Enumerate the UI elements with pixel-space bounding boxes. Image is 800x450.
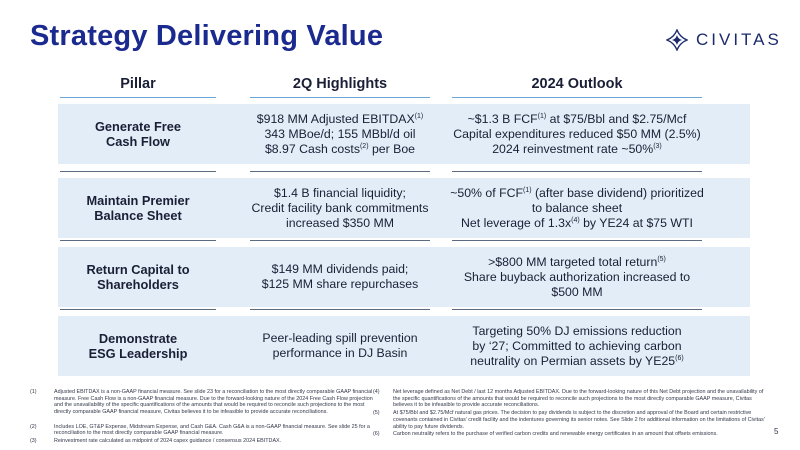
- table-row: [58, 178, 750, 238]
- footnote-number: (6): [373, 431, 380, 438]
- outlook-cell: ~$1.3 B FCF(1) at $75/Bbl and $2.75/Mcf C…: [453, 111, 701, 156]
- pillar-name: Maintain Premier Balance Sheet: [86, 193, 190, 223]
- footnote-number: (4): [373, 389, 380, 395]
- outlook-cell: Targeting 50% DJ emissions reduction by ‘…: [470, 323, 684, 368]
- civitas-logo-mark-icon: [666, 29, 688, 51]
- column-header-pillar: Pillar: [120, 76, 156, 92]
- row-separator: [60, 240, 216, 241]
- outlook-cell: ~50% of FCF(1) (after base dividend) pri…: [450, 185, 704, 230]
- slide-title: Strategy Delivering Value: [30, 20, 384, 52]
- table-row: [58, 247, 750, 307]
- row-separator: [452, 309, 702, 310]
- footnote-number: (1): [30, 389, 37, 395]
- footnote-text: Adjusted EBITDAX is a non-GAAP financial…: [54, 389, 373, 416]
- row-separator: [250, 240, 430, 241]
- header-rule-pillar: [60, 97, 216, 98]
- civitas-logo-text: CIVITAS: [696, 30, 782, 49]
- footnote-number: (3): [30, 437, 37, 444]
- pillar-name: Demonstrate ESG Leadership: [88, 331, 188, 361]
- footnote-text: Includes LOE, GT&P Expense, Midstream Ex…: [54, 423, 370, 437]
- footnote-text: Net leverage defined as Net Debt / last …: [393, 389, 764, 409]
- footnote-text: Carbon neutrality refers to the purchase…: [393, 431, 718, 438]
- highlights-cell: $1.4 B financial liquidity; Credit facili…: [251, 185, 429, 230]
- footnote-number: (5): [373, 410, 380, 417]
- table-row: [58, 104, 750, 164]
- highlights-cell: Peer-leading spill prevention performance…: [262, 331, 418, 360]
- header-rule-outlook: [452, 97, 702, 98]
- highlights-cell: $149 MM dividends paid; $125 MM share rep…: [261, 262, 419, 291]
- header-rule-highlights: [250, 97, 430, 98]
- pillar-name: Return Capital to Shareholders: [86, 262, 190, 292]
- column-header-outlook: 2024 Outlook: [531, 76, 623, 92]
- row-separator: [60, 171, 216, 172]
- outlook-cell: >$800 MM targeted total return(5) Share b…: [463, 254, 691, 299]
- footnote-text: Reinvestment rate calculated as midpoint…: [54, 437, 282, 444]
- row-separator: [452, 171, 702, 172]
- row-separator: [250, 171, 430, 172]
- row-separator: [60, 309, 216, 310]
- footnote-number: (2): [30, 423, 37, 430]
- civitas-logo: CIVITAS: [666, 29, 786, 51]
- row-separator: [250, 309, 430, 310]
- highlights-cell: $918 MM Adjusted EBITDAX(1) 343 MBoe/d; 1…: [256, 111, 424, 156]
- row-separator: [452, 240, 702, 241]
- page-number: 5: [774, 427, 779, 436]
- pillar-name: Generate Free Cash Flow: [94, 119, 182, 149]
- footnote-text: At $75/Bbl and $2.75/Mcf natural gas pri…: [393, 410, 765, 430]
- column-header-highlights: 2Q Highlights: [292, 76, 388, 92]
- table-row: [58, 316, 750, 376]
